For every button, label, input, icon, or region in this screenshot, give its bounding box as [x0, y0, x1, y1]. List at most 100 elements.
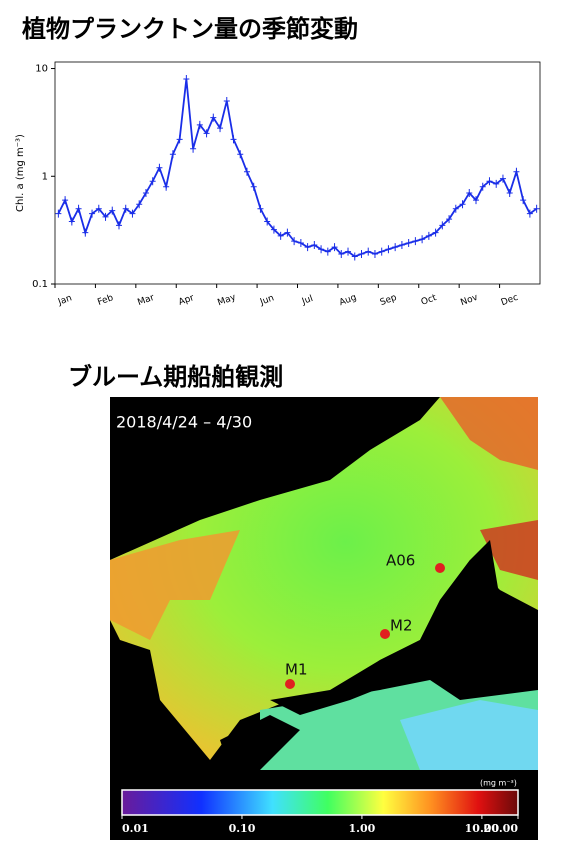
data-point [526, 209, 533, 218]
data-point [486, 177, 493, 186]
data-point [419, 235, 426, 244]
data-point [102, 212, 109, 221]
data-point [75, 204, 82, 213]
map-title: ブルーム期船舶観測 [68, 363, 283, 391]
data-point [398, 241, 405, 250]
data-point [176, 135, 183, 144]
data-point [358, 249, 365, 258]
station-label: M2 [390, 617, 413, 635]
data-point [190, 144, 197, 153]
data-point [338, 249, 345, 258]
station-label: M1 [285, 661, 308, 679]
data-point [513, 167, 520, 176]
colorbar-tick-label: 10.00 [465, 822, 500, 835]
data-point [223, 96, 230, 105]
data-point [371, 249, 378, 258]
data-point [149, 177, 156, 186]
coastal-bloom [480, 520, 538, 580]
land [220, 715, 300, 770]
data-point [533, 204, 540, 213]
x-tick-label: Mar [136, 293, 156, 308]
x-tick-label: Apr [177, 293, 195, 308]
data-point [385, 245, 392, 254]
data-point [351, 252, 358, 261]
data-point [473, 196, 480, 205]
station-marker [435, 563, 445, 573]
x-tick-label: Nov [459, 293, 480, 309]
data-point [277, 231, 284, 240]
data-point [183, 74, 190, 83]
data-point [466, 188, 473, 197]
coastal-bloom [110, 530, 240, 640]
station-marker [285, 679, 295, 689]
data-point [109, 206, 116, 215]
data-point [405, 239, 412, 248]
plot-frame [54, 61, 541, 285]
data-point [459, 200, 466, 209]
data-point [163, 182, 170, 191]
station-label: A06 [386, 552, 415, 570]
x-tick-label: Jun [258, 293, 276, 308]
x-tick-label: Dec [500, 293, 520, 308]
data-point [210, 113, 217, 122]
data-point [243, 167, 250, 176]
data-point [237, 150, 244, 159]
data-point [412, 237, 419, 246]
coastal-bloom [440, 397, 538, 470]
data-point [324, 247, 331, 256]
data-line [57, 78, 538, 258]
chart-title: 植物プランクトン量の季節変動 [22, 15, 358, 43]
data-point [318, 245, 325, 254]
x-tick-label: Sep [379, 293, 399, 308]
x-tick-label: Aug [338, 293, 358, 308]
colorbar-tick-label: 1.00 [349, 822, 376, 835]
land [270, 540, 500, 715]
y-tick-label: 0.1 [32, 279, 48, 290]
x-tick-label: Jan [56, 293, 73, 307]
data-point [230, 135, 237, 144]
data-point [345, 247, 352, 256]
data-point [311, 241, 318, 250]
pacific-area [400, 700, 538, 770]
data-point [82, 228, 89, 237]
data-point [156, 163, 163, 172]
data-point [95, 204, 102, 213]
colorbar [121, 789, 519, 816]
data-point [493, 179, 500, 188]
data-point [136, 200, 143, 209]
data-point [284, 228, 291, 237]
data-point [55, 209, 62, 218]
colorbar-tick-label: 0.01 [122, 822, 149, 835]
data-point [452, 204, 459, 213]
data-point [331, 243, 338, 252]
period-label: 2018/4/24 – 4/30 [116, 413, 252, 432]
data-point [264, 217, 271, 226]
data-point [196, 120, 203, 129]
x-tick-label: Feb [96, 293, 115, 308]
data-point [250, 182, 257, 191]
data-point [68, 217, 75, 226]
data-point [446, 215, 453, 224]
station-marker [380, 629, 390, 639]
data-point [270, 225, 277, 234]
colorbar-unit: (mg m⁻³) [480, 779, 517, 788]
colorbar-tick-label: 20.00 [484, 822, 519, 835]
data-point [257, 204, 264, 213]
data-point [479, 182, 486, 191]
data-point [378, 247, 385, 256]
data-point [169, 150, 176, 159]
sea-area [110, 397, 538, 760]
chart: 0.1 1 10 Jan Feb Mar Apr May Jun Jul Aug Sep Oct Nov D… [32, 64, 540, 309]
colorbar-tick-label: 0.10 [229, 822, 256, 835]
x-tick-label: May [216, 292, 238, 308]
data-point [499, 174, 506, 183]
data-point [203, 129, 210, 138]
data-point [142, 188, 149, 197]
y-tick-label: 10 [35, 64, 48, 75]
data-point [304, 243, 311, 252]
y-tick-label: 1 [42, 171, 48, 182]
data-point [439, 221, 446, 230]
